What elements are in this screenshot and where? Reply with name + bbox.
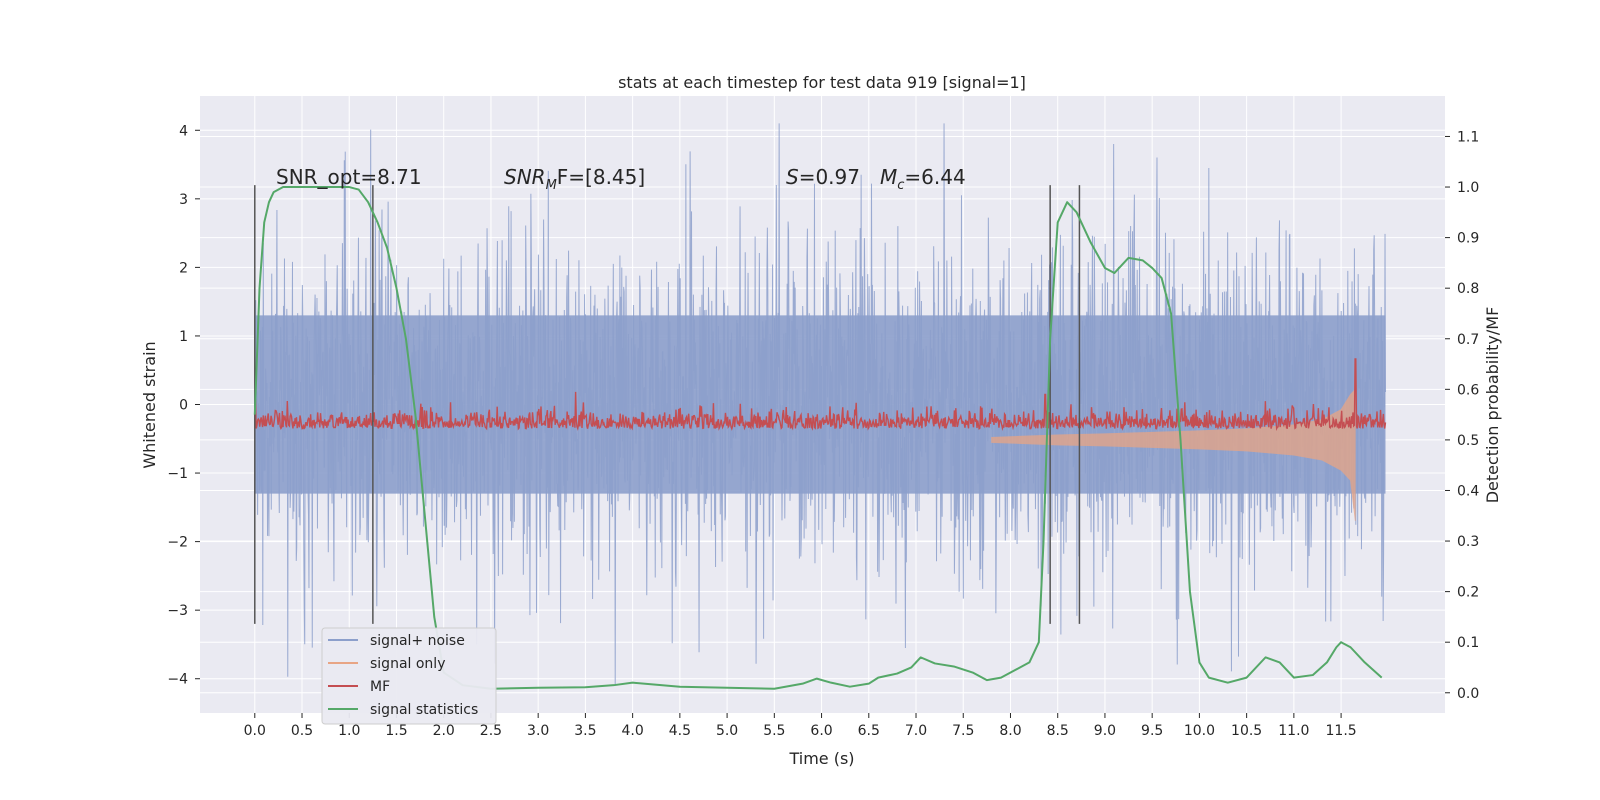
chart-title: stats at each timestep for test data 919… [618,73,1026,92]
signal-only-band [991,388,1356,521]
x-tick-label: 11.5 [1326,723,1357,739]
legend-box [321,627,497,725]
mc-symbol: M [880,165,897,189]
y2-tick-label: 1.0 [1457,180,1479,196]
y-axis-label: Whitened strain [140,341,159,468]
signal-only-series [991,388,1356,521]
x-tick-label: 2.0 [433,723,455,739]
signal-plus-noise-series [254,123,1386,686]
legend-label-signal-noise: signal+ noise [370,633,465,649]
y-tick-label: −1 [167,466,188,482]
y2-tick-label: 1.1 [1457,129,1479,145]
y-tick-label: 4 [179,123,188,139]
legend-label-signal-statistics: signal statistics [370,702,478,718]
legend-label-mf: MF [370,679,390,695]
legend: signal+ noise signal only MF signal stat… [321,627,497,725]
x-tick-label: 2.5 [480,723,502,739]
legend-label-signal-only: signal only [370,656,445,672]
snr-mf-subscript: M [546,178,557,193]
y-tick-label: −3 [167,603,188,619]
y-tick-label: 3 [179,192,188,208]
axis-ticks: 0.0 0.5 1.0 1.5 2.0 2.5 3.0 3.5 4.0 4.5 5.0 5.5 6.0 6… [167,123,1479,739]
mf-line [254,358,1387,432]
s-symbol: S [786,165,799,189]
snr-mf-value: F=[8.45] [557,165,645,189]
x-tick-label: 7.0 [905,723,927,739]
x-tick-label: 10.5 [1231,723,1262,739]
y2-tick-label: 0.6 [1457,382,1479,398]
s-value: =0.97 [799,165,860,189]
x-tick-label: 9.5 [1141,723,1163,739]
y2-tick-label: 0.2 [1457,585,1479,601]
x-tick-label: 4.5 [669,723,691,739]
y-tick-label: 1 [179,329,188,345]
annotation-snr-opt: SNR_opt=8.71 [276,165,422,189]
x-tick-label: 6.5 [858,723,880,739]
x-tick-label: 1.0 [338,723,360,739]
y2-tick-label: 0.9 [1457,231,1479,247]
y2-tick-label: 0.5 [1457,433,1479,449]
x-tick-label: 4.0 [621,723,643,739]
x-axis-label: Time (s) [788,749,854,768]
x-tick-label: 5.0 [716,723,738,739]
x-tick-label: 8.0 [999,723,1021,739]
y2-tick-label: 0.7 [1457,332,1479,348]
x-tick-label: 6.0 [810,723,832,739]
annotation-s: S=0.97 [786,165,860,189]
x-tick-label: 3.0 [527,723,549,739]
signal-statistics-line [253,186,1383,690]
x-tick-label: 9.0 [1094,723,1116,739]
y-tick-label: 2 [179,260,188,276]
annotation-mc: Mc=6.44 [880,165,966,193]
mf-series [254,358,1387,432]
signal-noise-core [254,315,1386,494]
annotation-snr-mf: SNRMF=[8.45] [504,165,645,193]
x-tick-label: 5.5 [763,723,785,739]
mc-subscript: c [897,178,904,193]
y-tick-label: −4 [167,672,188,688]
x-tick-label: 1.5 [385,723,407,739]
y2-axis-label: Detection probability/MF [1483,307,1502,504]
y2-tick-label: 0.8 [1457,281,1479,297]
mc-value: =6.44 [904,165,965,189]
y2-tick-label: 0.0 [1457,686,1479,702]
x-tick-label: 0.0 [244,723,266,739]
x-tick-label: 11.0 [1278,723,1309,739]
y2-tick-label: 0.1 [1457,635,1479,651]
snr-mf-symbol: SNR [504,165,546,189]
y-tick-label: 0 [179,398,188,414]
x-tick-label: 0.5 [291,723,313,739]
x-tick-label: 8.5 [1047,723,1069,739]
x-tick-label: 7.5 [952,723,974,739]
x-tick-label: 10.0 [1184,723,1215,739]
y2-tick-label: 0.3 [1457,534,1479,550]
x-tick-label: 3.5 [574,723,596,739]
y-tick-label: −2 [167,535,188,551]
y2-tick-label: 0.4 [1457,483,1479,499]
signal-statistics-series [253,186,1383,690]
